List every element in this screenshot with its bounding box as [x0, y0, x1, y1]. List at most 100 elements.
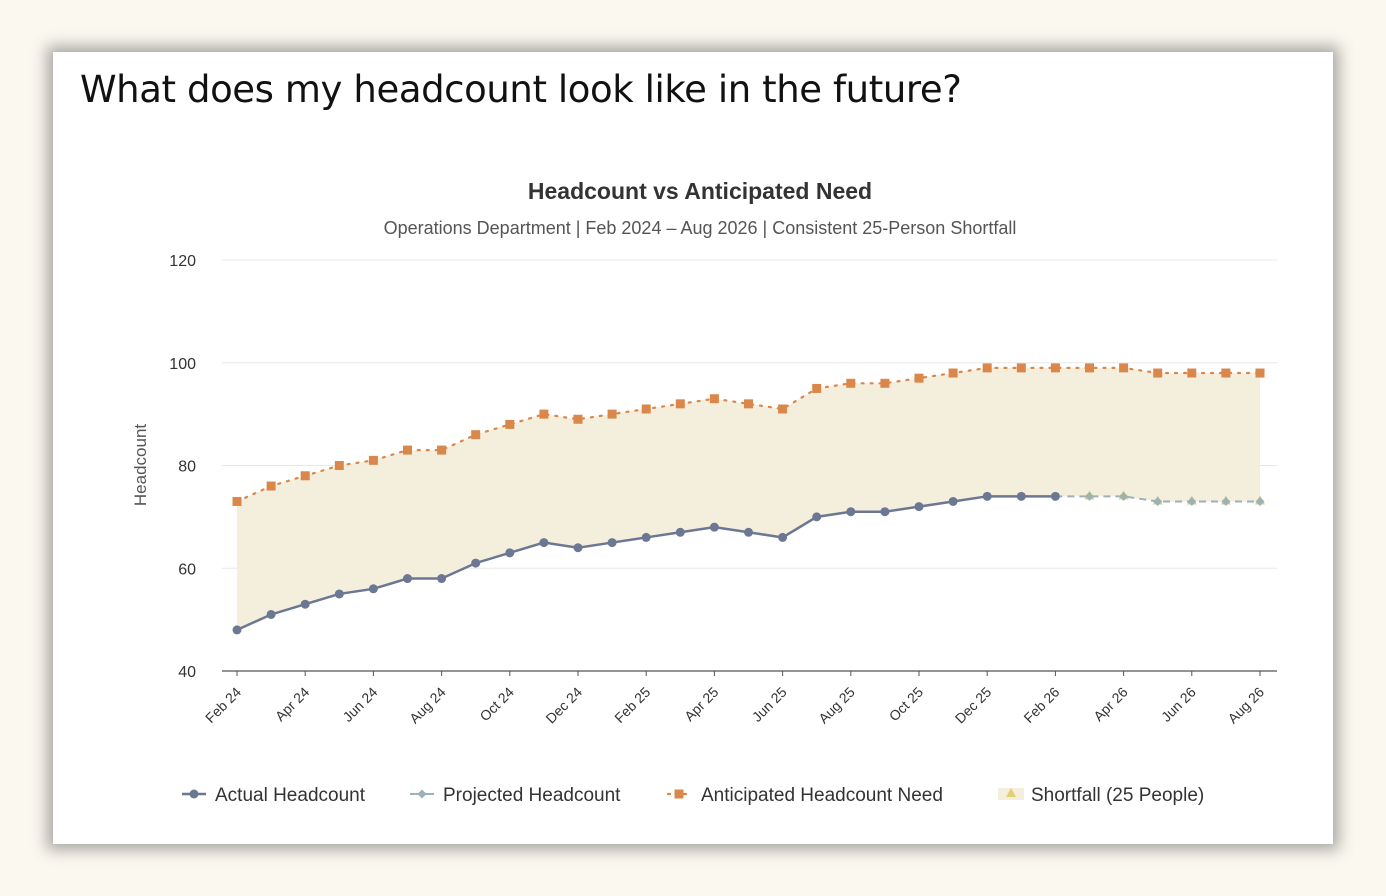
need-point [437, 445, 447, 455]
x-tick-label: Apr 25 [681, 684, 722, 725]
actual-point [266, 609, 276, 619]
actual-point [812, 512, 822, 522]
need-point [846, 378, 856, 388]
y-tick-label: 60 [178, 561, 196, 578]
x-tick-label: Feb 24 [202, 684, 244, 726]
actual-point [232, 625, 242, 635]
legend-label: Actual Headcount [215, 785, 366, 806]
actual-point [880, 507, 890, 517]
actual-point [539, 538, 549, 548]
actual-point [948, 496, 958, 506]
x-tick-label: Oct 25 [886, 684, 927, 725]
need-point [812, 383, 822, 393]
actual-point [982, 491, 992, 501]
actual-point [437, 574, 447, 584]
need-point [300, 471, 310, 481]
chart-subtitle: Operations Department | Feb 2024 – Aug 2… [384, 218, 1017, 238]
x-tick-label: Feb 25 [611, 684, 653, 726]
need-point [675, 399, 685, 409]
need-point [573, 414, 583, 424]
legend-item: Actual Headcount [182, 785, 366, 806]
x-tick-label: Aug 26 [1224, 684, 1267, 727]
actual-point [778, 532, 788, 542]
legend-item: Shortfall (25 People) [998, 785, 1204, 806]
need-point [334, 461, 344, 470]
x-tick-label: Aug 24 [406, 684, 449, 727]
projected-point [1221, 496, 1231, 506]
actual-point [403, 574, 412, 584]
projected-point [1187, 496, 1197, 506]
x-tick-label: Jun 24 [339, 684, 380, 725]
actual-point [675, 527, 685, 537]
legend-marker [189, 789, 199, 799]
actual-point [607, 538, 617, 548]
actual-point [368, 584, 378, 594]
need-point [1255, 368, 1265, 378]
actual-point [471, 558, 481, 568]
need-point [266, 481, 276, 491]
need-point [1016, 363, 1026, 373]
need-point [641, 404, 651, 414]
need-point [232, 496, 242, 506]
need-point [709, 394, 719, 404]
actual-point [505, 548, 515, 558]
y-tick-label: 40 [178, 664, 196, 681]
projected-point [1119, 491, 1129, 501]
page-title: What does my headcount look like in the … [80, 68, 962, 111]
need-point [403, 445, 412, 455]
x-tick-label: Jun 26 [1158, 684, 1199, 725]
actual-point [1050, 491, 1060, 501]
actual-point [744, 527, 753, 537]
need-point [539, 409, 549, 419]
legend-item: Anticipated Headcount Need [666, 785, 943, 806]
need-point [778, 404, 788, 414]
need-point [1153, 368, 1163, 378]
projected-point [1255, 496, 1265, 506]
need-point [982, 363, 992, 373]
y-axis-label: Headcount [131, 424, 150, 507]
actual-point [709, 522, 719, 532]
need-point [505, 419, 515, 429]
legend-marker [417, 789, 427, 799]
x-tick-label: Dec 25 [952, 684, 995, 727]
legend-marker [674, 789, 684, 799]
legend-marker [1006, 788, 1016, 797]
x-tick-label: Apr 24 [272, 684, 313, 725]
projected-point [1085, 491, 1094, 501]
need-point [744, 399, 753, 409]
actual-point [641, 532, 651, 542]
projected-point [1153, 496, 1163, 506]
need-point [1050, 363, 1060, 373]
need-point [368, 455, 378, 465]
need-point [1221, 368, 1231, 378]
need-point [914, 373, 924, 383]
actual-point [300, 599, 310, 609]
x-tick-label: Feb 26 [1020, 684, 1062, 726]
actual-point [1016, 491, 1026, 501]
actual-point [573, 543, 583, 553]
legend-label: Shortfall (25 People) [1031, 785, 1204, 806]
legend-item: Projected Headcount [410, 785, 621, 806]
actual-point [914, 502, 924, 512]
actual-point [334, 589, 344, 599]
need-point [471, 430, 481, 440]
shortfall-area [237, 367, 1260, 630]
y-tick-label: 80 [178, 459, 196, 476]
x-tick-label: Oct 24 [476, 684, 517, 725]
need-point [1085, 363, 1094, 373]
x-tick-label: Aug 25 [815, 684, 858, 727]
need-point [607, 409, 617, 419]
need-point [948, 368, 958, 378]
need-point [880, 378, 890, 388]
legend-label: Projected Headcount [443, 785, 621, 806]
chart-title: Headcount vs Anticipated Need [528, 178, 872, 204]
x-tick-label: Apr 26 [1090, 684, 1131, 725]
y-tick-label: 120 [169, 253, 196, 270]
need-point [1119, 363, 1129, 373]
legend-label: Anticipated Headcount Need [701, 785, 943, 806]
need-point [1187, 368, 1197, 378]
actual-point [846, 507, 856, 517]
y-tick-label: 100 [169, 356, 196, 373]
x-tick-label: Dec 24 [542, 684, 585, 727]
